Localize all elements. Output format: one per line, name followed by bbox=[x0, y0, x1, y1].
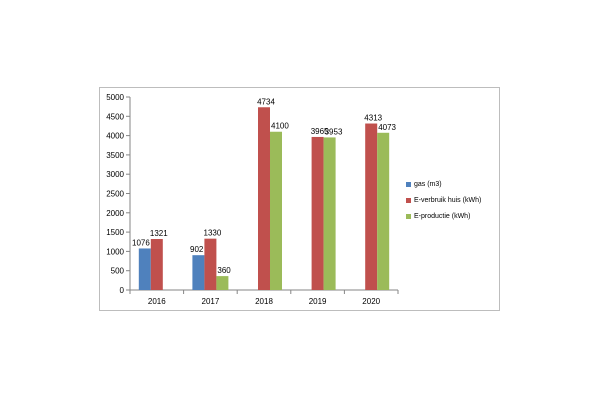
legend-label-e-productie: E-productie (kWh) bbox=[414, 213, 471, 220]
y-axis-tick-label: 2500 bbox=[106, 190, 124, 199]
legend-item-e-verbruik: E-verbruik huis (kWh) bbox=[406, 196, 506, 212]
legend-label-gas: gas (m3) bbox=[414, 181, 442, 188]
legend-item-gas: gas (m3) bbox=[406, 180, 506, 196]
bar bbox=[138, 248, 151, 290]
data-label: 4100 bbox=[271, 122, 289, 131]
data-label: 4313 bbox=[364, 114, 382, 123]
bar bbox=[150, 239, 163, 290]
bar bbox=[204, 238, 217, 290]
x-axis-tick-label: 2016 bbox=[148, 297, 166, 306]
bar bbox=[323, 137, 336, 290]
legend-label-e-verbruik: E-verbruik huis (kWh) bbox=[414, 197, 482, 204]
y-axis-tick-label: 3000 bbox=[106, 170, 124, 179]
y-axis-tick-label: 1500 bbox=[106, 228, 124, 237]
chart-bars bbox=[138, 107, 390, 290]
y-axis-tick-label: 4500 bbox=[106, 112, 124, 121]
data-label: 4734 bbox=[257, 97, 275, 106]
chart-frame bbox=[99, 87, 500, 311]
bar bbox=[377, 132, 390, 290]
legend-swatch-gas bbox=[406, 181, 411, 187]
data-label: 360 bbox=[217, 266, 231, 275]
bar bbox=[216, 276, 229, 290]
y-axis-tick-label: 1000 bbox=[106, 247, 124, 256]
x-axis-tick-label: 2017 bbox=[202, 297, 220, 306]
x-axis-tick-label: 2020 bbox=[362, 297, 380, 306]
data-label: 1076 bbox=[132, 238, 150, 247]
bar bbox=[311, 136, 324, 290]
x-axis-tick-label: 2019 bbox=[309, 297, 327, 306]
legend-item-e-productie: E-productie (kWh) bbox=[406, 212, 506, 228]
bar bbox=[258, 107, 270, 290]
data-label: 1330 bbox=[204, 229, 222, 238]
bar bbox=[365, 123, 378, 290]
legend-swatch-e-productie bbox=[406, 213, 411, 219]
data-label: 3965 bbox=[311, 127, 329, 136]
data-label: 4073 bbox=[378, 123, 396, 132]
y-axis-tick-label: 500 bbox=[111, 267, 125, 276]
x-axis-tick-labels: 2016 2017 2018 2019 2020 bbox=[148, 297, 381, 306]
y-axis-tick-labels: 0 500 1000 1500 2000 2500 3000 3500 4000 4500 5000 bbox=[106, 93, 124, 295]
data-label: 3953 bbox=[325, 127, 343, 136]
y-axis-tick-label: 3500 bbox=[106, 151, 124, 160]
y-axis-tick-label: 2000 bbox=[106, 209, 124, 218]
bar bbox=[192, 255, 205, 290]
x-axis-tick-label: 2018 bbox=[255, 297, 273, 306]
y-axis-tick-label: 0 bbox=[120, 286, 125, 295]
legend-swatch-e-verbruik bbox=[406, 197, 411, 203]
y-axis-tick-label: 4000 bbox=[106, 132, 124, 141]
data-label: 1321 bbox=[150, 229, 168, 238]
bar bbox=[270, 131, 282, 290]
data-label: 902 bbox=[190, 245, 204, 254]
y-axis-tick-label: 5000 bbox=[106, 93, 124, 102]
chart-legend: gas (m3) E-verbruik huis (kWh) E-product… bbox=[406, 180, 506, 228]
